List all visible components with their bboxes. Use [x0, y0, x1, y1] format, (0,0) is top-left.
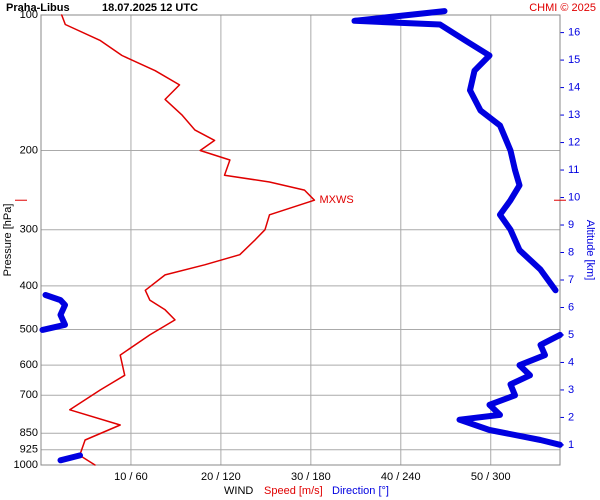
y-tick-label: 300 — [20, 224, 38, 236]
x-tick-label: 10 / 60 — [114, 471, 148, 483]
x-tick-label: 20 / 120 — [201, 471, 241, 483]
station: Praha-Libus — [6, 2, 70, 14]
y-tick-label: 600 — [20, 359, 38, 371]
y2-tick-label: 10 — [568, 191, 580, 203]
y-tick-label: 850 — [20, 427, 38, 439]
y-tick-label: 500 — [20, 323, 38, 335]
y2-tick-label: 5 — [568, 329, 574, 341]
y2-tick-label: 11 — [568, 164, 579, 176]
y2-tick-label: 15 — [568, 54, 580, 66]
y2-tick-label: 14 — [568, 81, 580, 93]
y-tick-label: 400 — [20, 280, 38, 292]
y2-axis-label: Altitude [km] — [584, 220, 596, 281]
mxws-label: MXWS — [319, 194, 353, 206]
credit: CHMI © 2025 — [529, 2, 596, 14]
y-tick-label: 100 — [20, 9, 38, 21]
speed-line — [60, 14, 316, 466]
y2-tick-label: 2 — [568, 411, 574, 423]
y2-tick-label: 1 — [568, 439, 574, 451]
y-tick-label: 1000 — [14, 459, 38, 471]
y2-tick-label: 6 — [568, 301, 574, 313]
y2-tick-label: 16 — [568, 26, 580, 38]
y2-tick-label: 8 — [568, 246, 574, 258]
x-tick-label: 50 / 300 — [471, 471, 511, 483]
y-tick-label: 200 — [20, 144, 38, 156]
legend-speed: Speed [m/s] — [264, 485, 323, 497]
direction-line — [39, 8, 563, 464]
y-axis-label: Pressure [hPa] — [2, 204, 14, 277]
y2-tick-label: 4 — [568, 356, 574, 368]
legend-direction: Direction [°] — [332, 485, 389, 497]
y2-tick-label: 12 — [568, 136, 580, 148]
y2-tick-label: 3 — [568, 384, 574, 396]
y-tick-label: 925 — [20, 444, 38, 456]
plot-frame — [40, 14, 561, 466]
x-axis-label: WIND — [224, 485, 253, 497]
y2-tick-label: 9 — [568, 219, 574, 231]
y2-tick-label: 7 — [568, 274, 574, 286]
x-tick-label: 30 / 180 — [291, 471, 331, 483]
chart-title: 18.07.2025 12 UTC — [102, 2, 198, 14]
y-tick-label: 700 — [20, 389, 38, 401]
y2-tick-label: 13 — [568, 109, 580, 121]
x-tick-label: 40 / 240 — [381, 471, 421, 483]
